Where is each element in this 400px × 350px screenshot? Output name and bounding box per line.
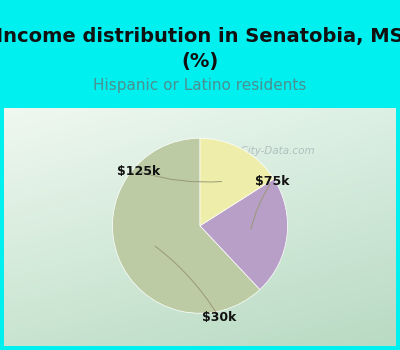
Text: ⓘ City-Data.com: ⓘ City-Data.com xyxy=(231,146,315,156)
Text: Hispanic or Latino residents: Hispanic or Latino residents xyxy=(93,78,307,93)
Text: $125k: $125k xyxy=(117,165,160,178)
Text: $75k: $75k xyxy=(254,175,289,189)
Wedge shape xyxy=(200,138,274,226)
Text: (%): (%) xyxy=(181,52,219,71)
Text: Income distribution in Senatobia, MS: Income distribution in Senatobia, MS xyxy=(0,27,400,46)
Text: $30k: $30k xyxy=(202,311,236,324)
Wedge shape xyxy=(200,179,288,289)
Wedge shape xyxy=(112,138,260,313)
